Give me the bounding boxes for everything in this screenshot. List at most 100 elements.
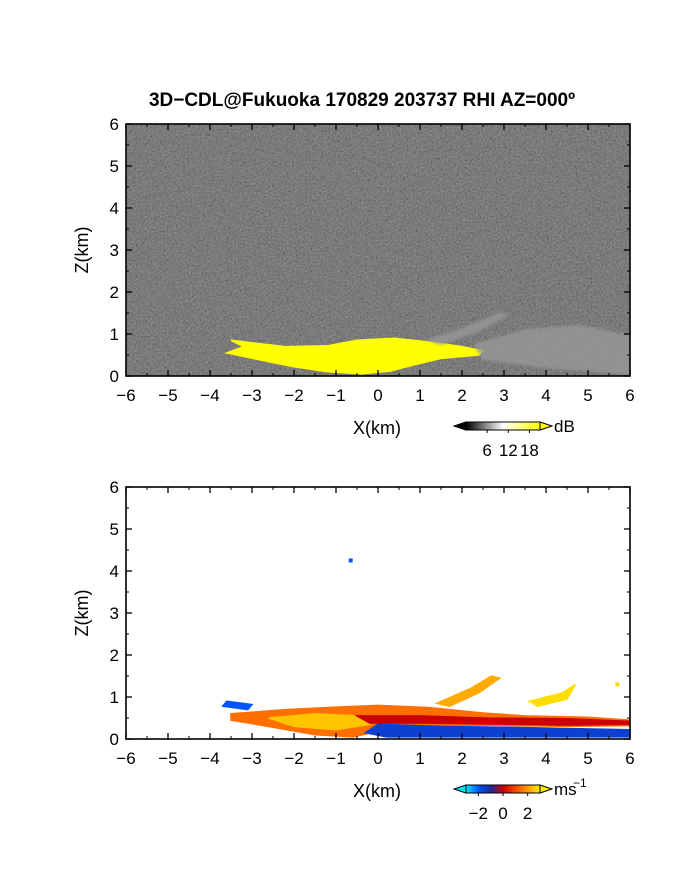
- velocity-colorbar-segment: [467, 785, 471, 793]
- velocity-colorbar: −2 0 2 ms−1: [452, 776, 587, 823]
- reflectivity-colorbar-segment: [504, 422, 508, 430]
- reflectivity-colorbar-segment: [484, 422, 487, 430]
- velocity-colorbar-segment: [515, 785, 519, 793]
- reflectivity-xtick-label: −3: [242, 386, 261, 405]
- reflectivity-colorbar-segment: [523, 422, 526, 430]
- reflectivity-colorbar-segment: [508, 422, 511, 430]
- velocity-colorbar-segment: [480, 785, 484, 793]
- velocity-region-warm-edge: [268, 713, 372, 731]
- reflectivity-colorbar-segment: [532, 422, 536, 430]
- reflectivity-colorbar-tick-label: 12: [499, 441, 518, 460]
- reflectivity-ytick-label: 4: [110, 199, 119, 218]
- reflectivity-xtick-label: 3: [499, 386, 508, 405]
- reflectivity-ytick-label: 1: [110, 325, 119, 344]
- velocity-colorbar-tick-label: −2: [469, 804, 488, 823]
- reflectivity-colorbar-segment: [475, 422, 478, 430]
- reflectivity-colorbar-segment: [495, 422, 499, 430]
- reflectivity-region-elevated-plume: [426, 312, 511, 346]
- reflectivity-colorbar-segment: [506, 422, 510, 430]
- velocity-colorbar-segment: [469, 785, 473, 793]
- velocity-ytick-label: 0: [110, 730, 119, 749]
- velocity-ylabel: Z(km): [72, 590, 92, 637]
- velocity-xtick-label: 4: [541, 749, 550, 768]
- velocity-axes: −6 −5 −4 −3 −2 −1 0 1 2 3 4 5 6 0 1 2 3 4 5 6: [110, 478, 635, 768]
- reflectivity-colorbar-segment: [467, 422, 471, 430]
- velocity-panel: −6 −5 −4 −3 −2 −1 0 1 2 3 4 5 6 0 1 2 3 4 5 6 X(km) Z(km) −…: [72, 478, 635, 823]
- velocity-colorbar-segment: [530, 785, 534, 793]
- reflectivity-xtick-label: −2: [284, 386, 303, 405]
- velocity-xtick-label: −3: [242, 749, 261, 768]
- reflectivity-ytick-label: 2: [110, 283, 119, 302]
- velocity-colorbar-high-arrow: [539, 784, 554, 794]
- reflectivity-colorbar-frame: [465, 421, 541, 431]
- velocity-colorbar-segment: [490, 785, 493, 793]
- reflectivity-colorbar-segment: [527, 422, 530, 430]
- reflectivity-colorbar-low-arrow: [452, 421, 467, 431]
- reflectivity-colorbar-segment: [517, 422, 521, 430]
- velocity-colorbar-segment: [534, 785, 537, 793]
- velocity-colorbar-segment: [538, 785, 541, 793]
- velocity-colorbar-segment: [486, 785, 489, 793]
- reflectivity-xtick-label: −6: [116, 386, 135, 405]
- velocity-colorbar-segment: [532, 785, 536, 793]
- reflectivity-colorbar-segment: [497, 422, 500, 430]
- velocity-colorbar-segment: [523, 785, 526, 793]
- reflectivity-ytick-label: 6: [110, 115, 119, 134]
- reflectivity-colorbar-segment: [515, 422, 519, 430]
- reflectivity-colorbar-segment: [514, 422, 517, 430]
- velocity-colorbar-tick-label: 0: [498, 804, 507, 823]
- velocity-colorbar-tick-label: 2: [523, 804, 532, 823]
- velocity-colorbar-segment: [482, 785, 486, 793]
- velocity-colorbar-segment: [473, 785, 476, 793]
- reflectivity-colorbar-segment: [471, 422, 474, 430]
- velocity-xtick-label: −1: [326, 749, 345, 768]
- reflectivity-colorbar-tick-label: 6: [482, 441, 491, 460]
- reflectivity-ytick-label: 5: [110, 157, 119, 176]
- reflectivity-colorbar-segment: [534, 422, 537, 430]
- reflectivity-colorbar-segment: [490, 422, 493, 430]
- reflectivity-colorbar-segment: [530, 422, 534, 430]
- velocity-region-top-left-fringe: [221, 700, 254, 711]
- velocity-xtick-label: 0: [373, 749, 382, 768]
- velocity-colorbar-segment: [477, 785, 480, 793]
- reflectivity-colorbar-segment: [488, 422, 491, 430]
- reflectivity-region-low-layer: [473, 324, 630, 375]
- velocity-region-near-zero-strip: [354, 715, 630, 726]
- velocity-xtick-label: 2: [457, 749, 466, 768]
- reflectivity-colorbar-segment: [519, 422, 523, 430]
- velocity-ytick-label: 2: [110, 646, 119, 665]
- reflectivity-xtick-label: −5: [158, 386, 177, 405]
- reflectivity-colorbar-segment: [525, 422, 528, 430]
- reflectivity-colorbar-segment: [538, 422, 541, 430]
- reflectivity-colorbar-segment: [536, 422, 539, 430]
- velocity-region-upper-echo: [527, 683, 577, 708]
- reflectivity-colorbar-segment: [477, 422, 480, 430]
- velocity-xtick-label: −6: [116, 749, 135, 768]
- velocity-colorbar-segment: [499, 785, 502, 793]
- reflectivity-ytick-label: 0: [110, 367, 119, 386]
- velocity-xtick-label: 5: [583, 749, 592, 768]
- velocity-isolated-point: [348, 558, 353, 563]
- velocity-xtick-label: 1: [415, 749, 424, 768]
- reflectivity-colorbar-segment: [482, 422, 486, 430]
- velocity-colorbar-segment: [497, 785, 500, 793]
- reflectivity-colorbar: 6 12 18 dB: [452, 417, 575, 460]
- reflectivity-colorbar-tick-label: 18: [520, 441, 539, 460]
- velocity-colorbar-segment: [512, 785, 515, 793]
- reflectivity-xtick-label: 2: [457, 386, 466, 405]
- reflectivity-xtick-label: 6: [625, 386, 634, 405]
- velocity-xlabel: X(km): [353, 781, 401, 801]
- reflectivity-axes: −6 −5 −4 −3 −2 −1 0 1 2 3 4 5 6 0 1 2 3 4 5 6: [110, 115, 635, 405]
- reflectivity-xlabel: X(km): [353, 418, 401, 438]
- velocity-ytick-label: 1: [110, 688, 119, 707]
- reflectivity-region-strong-echo: [224, 337, 485, 375]
- velocity-colorbar-segment: [514, 785, 517, 793]
- reflectivity-xtick-label: −4: [200, 386, 219, 405]
- velocity-colorbar-segment: [478, 785, 482, 793]
- reflectivity-colorbar-segment: [480, 422, 484, 430]
- velocity-xtick-label: 6: [625, 749, 634, 768]
- reflectivity-colorbar-segment: [503, 422, 506, 430]
- velocity-ytick-label: 4: [110, 562, 119, 581]
